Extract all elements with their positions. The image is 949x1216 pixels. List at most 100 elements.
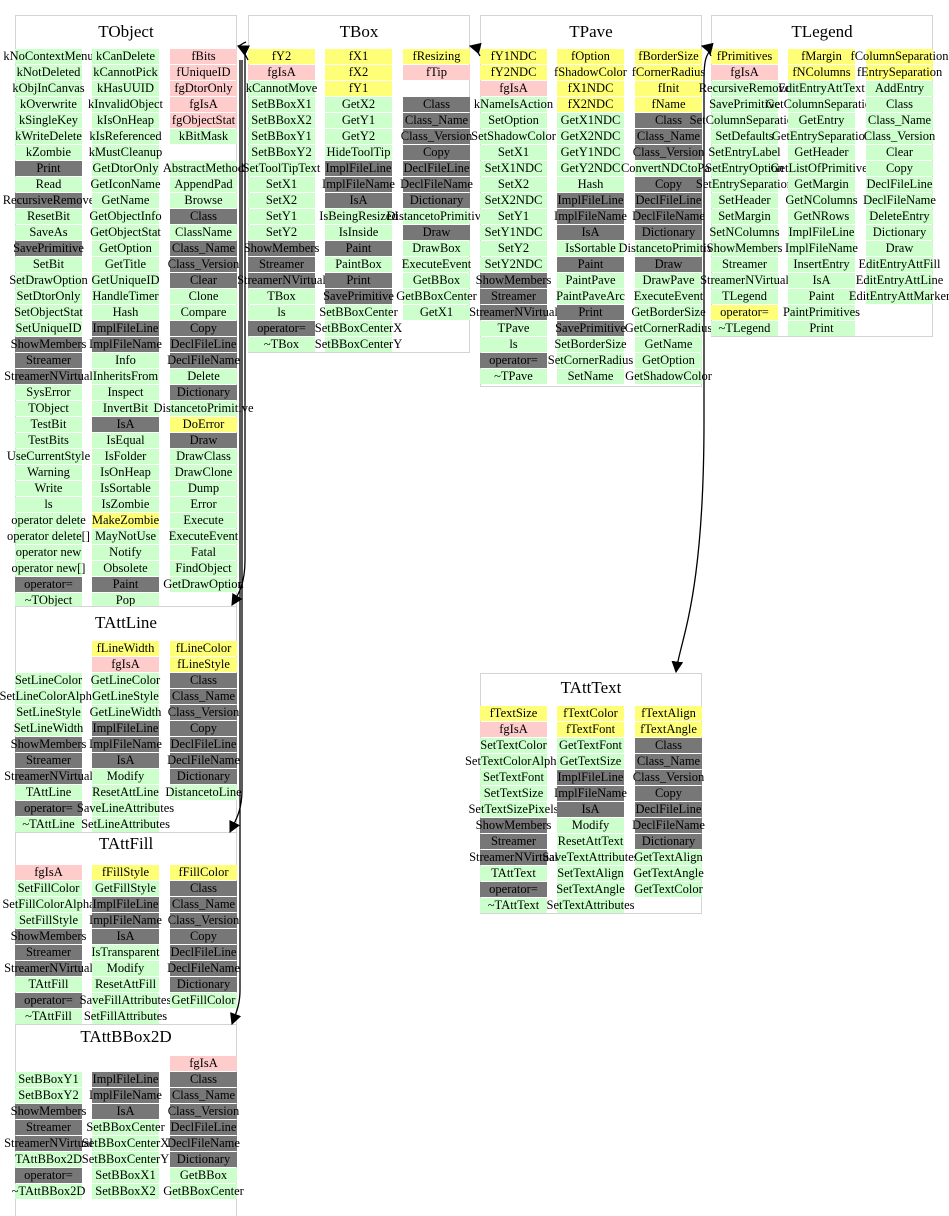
member-item[interactable]: fTextAngle xyxy=(635,722,702,737)
member-item[interactable]: ExecuteEvent xyxy=(169,529,238,544)
member-item[interactable]: Paint xyxy=(557,257,624,272)
member-item[interactable]: operator new[] xyxy=(12,561,85,576)
member-item[interactable]: IsFolder xyxy=(92,449,159,464)
member-item[interactable]: MayNotUse xyxy=(92,529,159,544)
member-item[interactable]: fTextSize xyxy=(480,706,547,721)
member-item[interactable]: SetY2 xyxy=(248,225,315,240)
member-item[interactable]: ~TLegend xyxy=(711,321,778,336)
member-item[interactable]: SetShadowColor xyxy=(471,129,556,144)
member-item[interactable]: Dictionary xyxy=(170,769,237,784)
member-item[interactable]: ls xyxy=(15,497,82,512)
member-item[interactable]: kCanDelete xyxy=(92,49,159,64)
member-item[interactable]: DeclFileName xyxy=(167,961,240,976)
member-item[interactable]: Modify xyxy=(92,961,159,976)
member-item[interactable]: ResetAttFill xyxy=(92,977,159,992)
member-item[interactable]: SetDefaults xyxy=(711,129,778,144)
member-item[interactable]: kBitMask xyxy=(170,129,237,144)
member-item[interactable]: Print xyxy=(788,321,855,336)
member-item[interactable]: IsZombie xyxy=(92,497,159,512)
member-item[interactable]: Copy xyxy=(866,161,933,176)
member-item[interactable]: GetName xyxy=(635,337,702,352)
member-item[interactable]: SavePrimitive xyxy=(13,241,84,256)
member-item[interactable]: Error xyxy=(170,497,237,512)
member-item[interactable]: DeclFileLine xyxy=(170,737,237,752)
member-item[interactable]: DrawClone xyxy=(170,465,237,480)
member-item[interactable]: IsTransparent xyxy=(91,945,160,960)
member-item[interactable]: DeleteEntry xyxy=(866,209,933,224)
member-item[interactable]: GetNColumns xyxy=(785,193,858,208)
member-item[interactable]: PaintPaveArc xyxy=(556,289,625,304)
member-item[interactable]: StreamerNVirtual xyxy=(4,1136,93,1151)
member-item[interactable]: Class_Name xyxy=(403,113,470,128)
member-item[interactable]: SaveTextAttributes xyxy=(542,850,639,865)
member-item[interactable]: ~TAttLine xyxy=(15,817,82,832)
member-item[interactable]: StreamerNVirtual xyxy=(4,369,93,384)
member-item[interactable]: Class_Version xyxy=(633,770,704,785)
member-item[interactable]: kIsOnHeap xyxy=(92,113,159,128)
member-item[interactable]: SetTextAngle xyxy=(556,882,625,897)
member-item[interactable]: StreamerNVirtual xyxy=(4,769,93,784)
member-item[interactable]: ExecuteEvent xyxy=(634,289,703,304)
member-item[interactable]: fResizing xyxy=(403,49,470,64)
member-item[interactable]: Read xyxy=(15,177,82,192)
member-item[interactable]: SetTextColorAlpha xyxy=(465,754,562,769)
member-item[interactable]: SetBBoxX2 xyxy=(248,113,315,128)
member-item[interactable]: Dictionary xyxy=(170,385,237,400)
member-item[interactable]: ShowMembers xyxy=(707,241,782,256)
member-item[interactable]: ImplFileName xyxy=(322,177,395,192)
member-item[interactable]: SetY1 xyxy=(248,209,315,224)
member-item[interactable]: ShowMembers xyxy=(476,818,551,833)
member-item[interactable]: GetMargin xyxy=(788,177,855,192)
member-item[interactable]: DistancetoPrimitive xyxy=(619,241,719,256)
member-item[interactable]: GetBorderSize xyxy=(631,305,706,320)
member-item[interactable]: operator= xyxy=(15,801,82,816)
member-item[interactable]: SetY2NDC xyxy=(480,257,547,272)
member-item[interactable]: DeclFileLine xyxy=(635,802,702,817)
member-item[interactable]: SetBBoxCenter xyxy=(86,1120,165,1135)
member-item[interactable]: DeclFileName xyxy=(167,753,240,768)
member-item[interactable]: operator= xyxy=(15,993,82,1008)
member-item[interactable]: SaveLineAttributes xyxy=(77,801,174,816)
member-item[interactable]: TestBit xyxy=(15,417,82,432)
member-item[interactable]: ResetAttText xyxy=(557,834,624,849)
member-item[interactable]: operator delete[] xyxy=(7,529,90,544)
member-item[interactable]: StreamerNVirtual xyxy=(4,961,93,976)
member-item[interactable]: SetBBoxX1 xyxy=(248,97,315,112)
member-item[interactable]: Copy xyxy=(170,929,237,944)
member-item[interactable]: IsInside xyxy=(325,225,392,240)
member-item[interactable]: TLegend xyxy=(711,289,778,304)
member-item[interactable]: Copy xyxy=(170,721,237,736)
member-item[interactable]: kZombie xyxy=(15,145,82,160)
member-item[interactable]: fY1 xyxy=(325,81,392,96)
member-item[interactable]: SetHeader xyxy=(711,193,778,208)
member-item[interactable]: IsA xyxy=(788,273,855,288)
member-item[interactable]: ImplFileLine xyxy=(557,193,624,208)
member-item[interactable]: TObject xyxy=(15,401,82,416)
member-item[interactable]: SetBBoxCenterY xyxy=(82,1152,169,1167)
member-item[interactable]: kCannotPick xyxy=(92,65,159,80)
member-item[interactable]: TAttText xyxy=(480,866,547,881)
member-item[interactable]: SetY2 xyxy=(480,241,547,256)
member-item[interactable]: SetBBoxY1 xyxy=(248,129,315,144)
member-item[interactable]: Draw xyxy=(170,433,237,448)
member-item[interactable]: GetX1NDC xyxy=(557,113,624,128)
member-item[interactable]: RecursiveRemove xyxy=(3,193,94,208)
member-item[interactable]: Streamer xyxy=(480,289,547,304)
member-item[interactable]: ImplFileLine xyxy=(92,897,159,912)
member-item[interactable]: fgIsA xyxy=(170,97,237,112)
member-item[interactable]: DeclFileName xyxy=(632,818,705,833)
member-item[interactable]: fgDtorOnly xyxy=(170,81,237,96)
member-item[interactable]: fTextFont xyxy=(557,722,624,737)
member-item[interactable]: Draw xyxy=(403,225,470,240)
member-item[interactable]: IsA xyxy=(557,225,624,240)
member-item[interactable]: fY2NDC xyxy=(480,65,547,80)
member-item[interactable]: EditEntryAttText xyxy=(778,81,865,96)
member-item[interactable]: InvertBit xyxy=(92,401,159,416)
member-item[interactable]: GetUniqueID xyxy=(91,273,160,288)
member-item[interactable]: GetTextAlign xyxy=(634,850,703,865)
member-item[interactable]: operator= xyxy=(480,882,547,897)
member-item[interactable]: SetBorderSize xyxy=(554,337,627,352)
member-item[interactable]: kNotDeleted xyxy=(15,65,82,80)
member-item[interactable]: ImplFileName xyxy=(89,337,162,352)
member-item[interactable]: operator= xyxy=(15,577,82,592)
